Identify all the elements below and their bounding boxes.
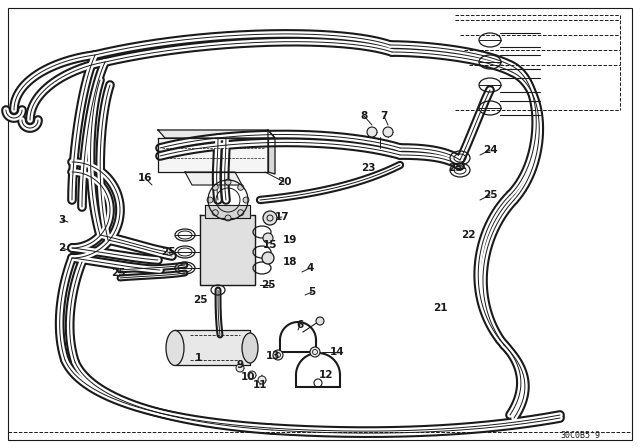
Text: 18: 18	[283, 257, 297, 267]
Text: 25: 25	[260, 280, 275, 290]
Circle shape	[316, 317, 324, 325]
Text: 25: 25	[161, 247, 175, 257]
Circle shape	[263, 211, 277, 225]
Circle shape	[212, 210, 218, 216]
Ellipse shape	[166, 331, 184, 366]
Polygon shape	[158, 138, 268, 172]
Circle shape	[212, 184, 218, 190]
Text: 9: 9	[236, 360, 244, 370]
Polygon shape	[268, 130, 275, 174]
Ellipse shape	[242, 333, 258, 363]
Text: 1: 1	[195, 353, 202, 363]
Text: 25: 25	[193, 295, 207, 305]
Circle shape	[258, 376, 266, 384]
Polygon shape	[175, 330, 250, 365]
Text: 5: 5	[308, 287, 316, 297]
Text: 20: 20	[276, 177, 291, 187]
Text: 19: 19	[283, 235, 297, 245]
Circle shape	[243, 197, 249, 203]
Text: 25: 25	[448, 163, 462, 173]
Text: 14: 14	[330, 347, 344, 357]
Circle shape	[225, 215, 231, 221]
Circle shape	[237, 210, 244, 216]
Polygon shape	[158, 130, 275, 138]
Text: 15: 15	[263, 240, 277, 250]
Text: 25: 25	[111, 268, 125, 278]
Circle shape	[262, 252, 274, 264]
Text: 4: 4	[307, 263, 314, 273]
Text: 23: 23	[361, 163, 375, 173]
Text: 21: 21	[433, 303, 447, 313]
Text: 22: 22	[461, 230, 476, 240]
Polygon shape	[185, 172, 242, 185]
Polygon shape	[200, 215, 255, 285]
Text: 8: 8	[360, 111, 367, 121]
Text: 25: 25	[483, 190, 497, 200]
Text: 11: 11	[253, 380, 268, 390]
Text: 24: 24	[483, 145, 497, 155]
Circle shape	[225, 179, 231, 185]
Circle shape	[237, 184, 244, 190]
Text: 13: 13	[266, 351, 280, 361]
Text: 12: 12	[319, 370, 333, 380]
Text: 6: 6	[296, 320, 303, 330]
Circle shape	[248, 371, 256, 379]
Circle shape	[273, 350, 283, 360]
Circle shape	[236, 364, 244, 372]
Text: 2: 2	[58, 243, 66, 253]
Circle shape	[383, 127, 393, 137]
Polygon shape	[205, 205, 250, 218]
Text: 3: 3	[58, 215, 66, 225]
Text: 30C0B5'9: 30C0B5'9	[560, 431, 600, 439]
Text: 16: 16	[138, 173, 152, 183]
Text: 10: 10	[241, 372, 255, 382]
Circle shape	[207, 197, 213, 203]
Text: 17: 17	[275, 212, 289, 222]
Text: 7: 7	[380, 111, 388, 121]
Circle shape	[367, 127, 377, 137]
Circle shape	[310, 347, 320, 357]
Circle shape	[263, 233, 273, 243]
